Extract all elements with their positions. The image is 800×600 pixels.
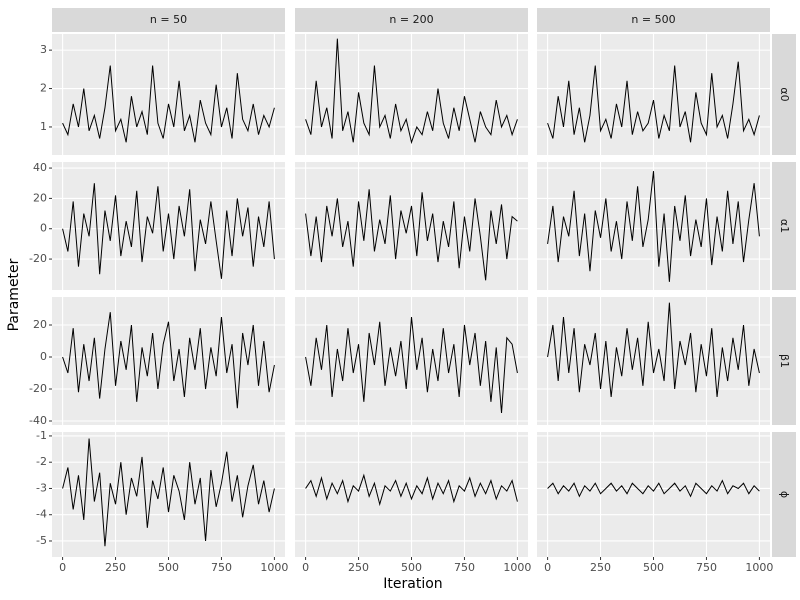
column-strip-label: n = 200 [389,13,433,26]
y-tick-label: 0 [40,222,47,235]
y-tick-label: -1 [36,429,47,442]
column-strip [295,8,528,32]
y-tick-label: 0 [40,350,47,363]
x-tick-label: 750 [454,561,475,574]
x-tick-label: 1000 [503,561,531,574]
trace-line [305,316,518,414]
row-strip-label: α0 [778,87,791,101]
trace-line [305,38,518,145]
column-strip-label: n = 500 [631,13,675,26]
trace-line [547,302,760,398]
y-tick-label: -5 [36,534,47,547]
y-tick-label: -40 [29,414,47,427]
row-strip-label: ϕ [778,491,791,498]
y-tick-label: 3 [40,43,47,56]
trace-line [305,189,518,281]
x-axis-title: Iteration [383,576,442,592]
x-tick-label: 750 [211,561,232,574]
trace-line [62,438,275,547]
x-tick-label: 0 [302,561,309,574]
trace-line [62,183,275,279]
x-tick-label: 500 [401,561,422,574]
trace-line [547,61,760,143]
column-strip-label: n = 50 [150,13,187,26]
x-tick-label: 250 [348,561,369,574]
column-strip [537,8,770,32]
x-tick-label: 1000 [260,561,288,574]
y-tick-label: 1 [40,120,47,133]
trace-line [305,473,518,507]
y-tick-label: -3 [36,481,47,494]
x-tick-label: 500 [158,561,179,574]
row-strip [772,297,796,425]
row-strip [772,162,796,290]
x-tick-label: 250 [590,561,611,574]
row-strip [772,34,796,155]
row-strip-label: α1 [778,219,791,233]
x-tick-label: 0 [59,561,66,574]
trace-line [62,65,275,143]
trace-line [62,312,275,409]
row-strip-label: β1 [778,354,791,368]
y-tick-label: -4 [36,508,47,521]
y-tick-label: 20 [33,191,47,204]
trace-line [547,479,760,498]
x-tick-label: 1000 [745,561,773,574]
y-axis-title: Parameter [6,258,22,331]
x-tick-label: 250 [105,561,126,574]
y-tick-label: -2 [36,455,47,468]
y-tick-label: 40 [33,161,47,174]
y-tick-label: 20 [33,318,47,331]
y-tick-label: -20 [29,252,47,265]
x-tick-label: 500 [643,561,664,574]
column-strip [52,8,285,32]
x-tick-label: 0 [544,561,551,574]
y-tick-label: -20 [29,382,47,395]
y-tick-label: 2 [40,82,47,95]
trace-line [547,171,760,282]
row-strip [772,432,796,557]
x-tick-label: 750 [696,561,717,574]
